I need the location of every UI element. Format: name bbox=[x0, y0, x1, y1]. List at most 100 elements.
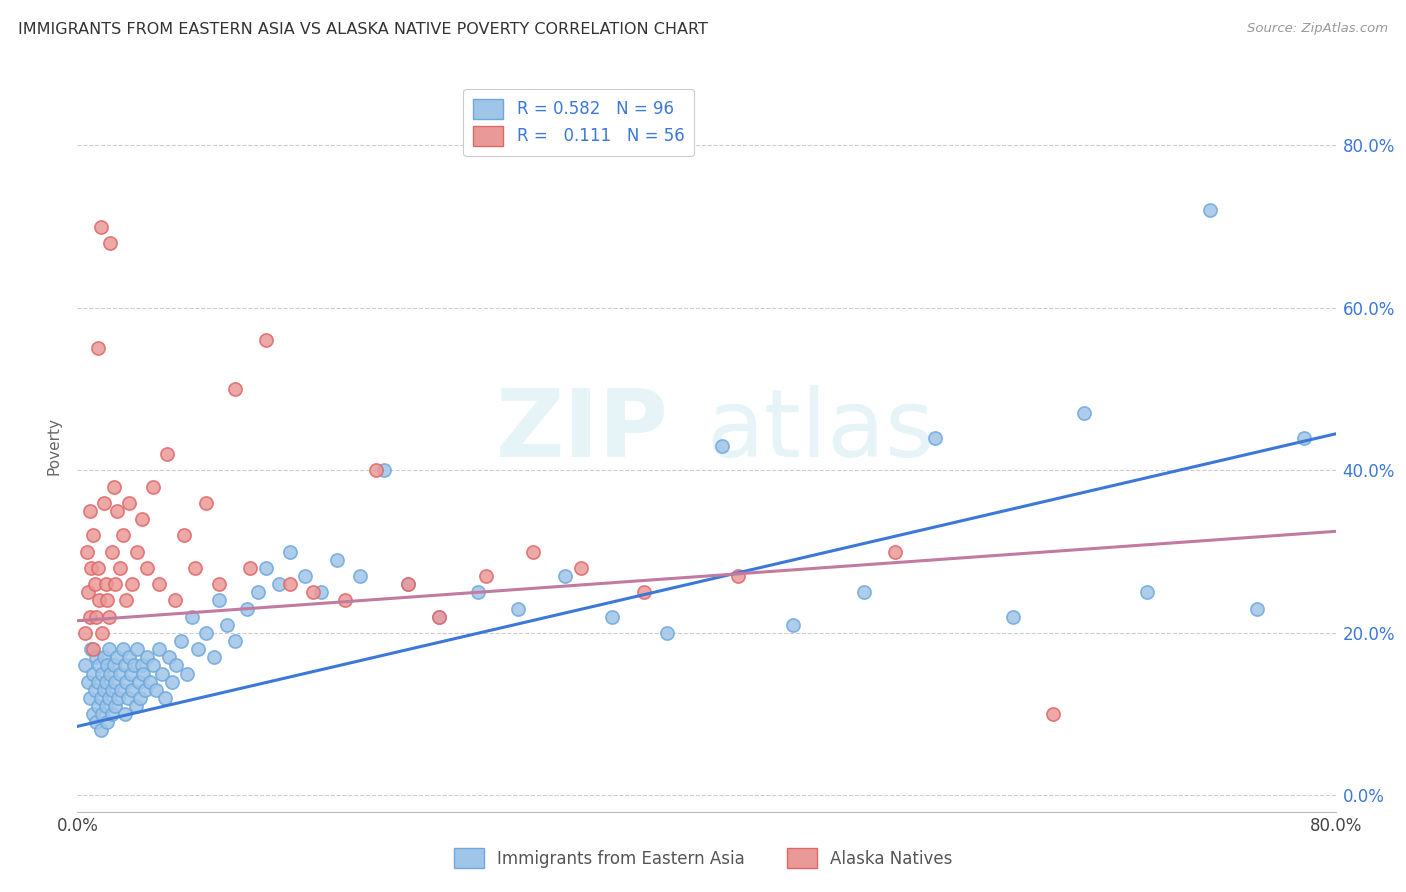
Point bbox=[239, 561, 262, 575]
Point bbox=[278, 544, 301, 558]
Point bbox=[82, 666, 104, 681]
Point bbox=[94, 577, 117, 591]
Point bbox=[127, 642, 149, 657]
Point bbox=[121, 682, 143, 697]
Text: IMMIGRANTS FROM EASTERN ASIA VS ALASKA NATIVE POVERTY CORRELATION CHART: IMMIGRANTS FROM EASTERN ASIA VS ALASKA N… bbox=[18, 22, 709, 37]
Point bbox=[89, 658, 111, 673]
Point bbox=[1199, 203, 1222, 218]
Point bbox=[76, 544, 98, 558]
Point bbox=[101, 707, 124, 722]
Point bbox=[148, 642, 170, 657]
Point bbox=[90, 723, 112, 738]
Point bbox=[1002, 609, 1025, 624]
Point bbox=[75, 658, 97, 673]
Point bbox=[93, 682, 115, 697]
Point bbox=[195, 496, 218, 510]
Text: Source: ZipAtlas.com: Source: ZipAtlas.com bbox=[1247, 22, 1388, 36]
Point bbox=[142, 658, 165, 673]
Point bbox=[569, 561, 592, 575]
Point bbox=[1042, 707, 1064, 722]
Point bbox=[247, 585, 270, 599]
Point bbox=[396, 577, 419, 591]
Point bbox=[77, 585, 100, 599]
Point bbox=[195, 626, 218, 640]
Point bbox=[84, 609, 107, 624]
Point bbox=[156, 447, 179, 461]
Point bbox=[224, 382, 246, 396]
Point bbox=[148, 577, 170, 591]
Point bbox=[87, 342, 110, 356]
Point bbox=[132, 666, 155, 681]
Point bbox=[129, 690, 152, 705]
Point bbox=[97, 642, 120, 657]
Point bbox=[94, 699, 117, 714]
Point bbox=[1246, 601, 1268, 615]
Point bbox=[181, 609, 204, 624]
Point bbox=[427, 609, 450, 624]
Text: ZIP: ZIP bbox=[496, 385, 669, 477]
Point bbox=[170, 634, 193, 648]
Point bbox=[366, 463, 388, 477]
Point bbox=[82, 528, 104, 542]
Point bbox=[77, 674, 100, 689]
Point bbox=[107, 690, 129, 705]
Point bbox=[215, 617, 238, 632]
Point bbox=[101, 544, 124, 558]
Point bbox=[267, 577, 290, 591]
Point bbox=[202, 650, 225, 665]
Point bbox=[131, 658, 153, 673]
Point bbox=[101, 682, 124, 697]
Point bbox=[138, 674, 160, 689]
Point bbox=[79, 504, 101, 518]
Point bbox=[103, 480, 125, 494]
Point bbox=[105, 650, 128, 665]
Point bbox=[118, 496, 141, 510]
Point bbox=[79, 690, 101, 705]
Point bbox=[82, 707, 104, 722]
Point bbox=[134, 682, 156, 697]
Point bbox=[163, 593, 186, 607]
Point bbox=[1136, 585, 1159, 599]
Point bbox=[135, 650, 157, 665]
Point bbox=[1073, 407, 1095, 421]
Point bbox=[111, 528, 134, 542]
Point bbox=[633, 585, 655, 599]
Point bbox=[727, 569, 749, 583]
Point bbox=[208, 593, 231, 607]
Point bbox=[87, 561, 110, 575]
Point bbox=[150, 666, 173, 681]
Point bbox=[884, 544, 907, 558]
Point bbox=[184, 561, 207, 575]
Point bbox=[93, 650, 115, 665]
Point bbox=[145, 682, 167, 697]
Point bbox=[93, 496, 115, 510]
Point bbox=[83, 682, 105, 697]
Point bbox=[105, 504, 128, 518]
Point bbox=[176, 666, 198, 681]
Point bbox=[90, 690, 112, 705]
Point bbox=[118, 650, 141, 665]
Point bbox=[83, 577, 105, 591]
Point bbox=[224, 634, 246, 648]
Point bbox=[142, 480, 165, 494]
Point bbox=[254, 561, 277, 575]
Point bbox=[127, 544, 149, 558]
Point bbox=[114, 658, 136, 673]
Point bbox=[711, 439, 734, 453]
Point bbox=[96, 658, 118, 673]
Point bbox=[108, 666, 131, 681]
Point bbox=[114, 707, 136, 722]
Point bbox=[236, 601, 259, 615]
Point bbox=[924, 431, 946, 445]
Legend: R = 0.582   N = 96, R =   0.111   N = 56: R = 0.582 N = 96, R = 0.111 N = 56 bbox=[463, 88, 695, 156]
Point bbox=[120, 666, 142, 681]
Point bbox=[104, 674, 127, 689]
Point bbox=[110, 682, 132, 697]
Legend: Immigrants from Eastern Asia, Alaska Natives: Immigrants from Eastern Asia, Alaska Nat… bbox=[446, 839, 960, 877]
Point bbox=[852, 585, 875, 599]
Point bbox=[97, 609, 120, 624]
Point bbox=[79, 609, 101, 624]
Point bbox=[80, 642, 103, 657]
Point bbox=[91, 626, 114, 640]
Point bbox=[96, 715, 118, 730]
